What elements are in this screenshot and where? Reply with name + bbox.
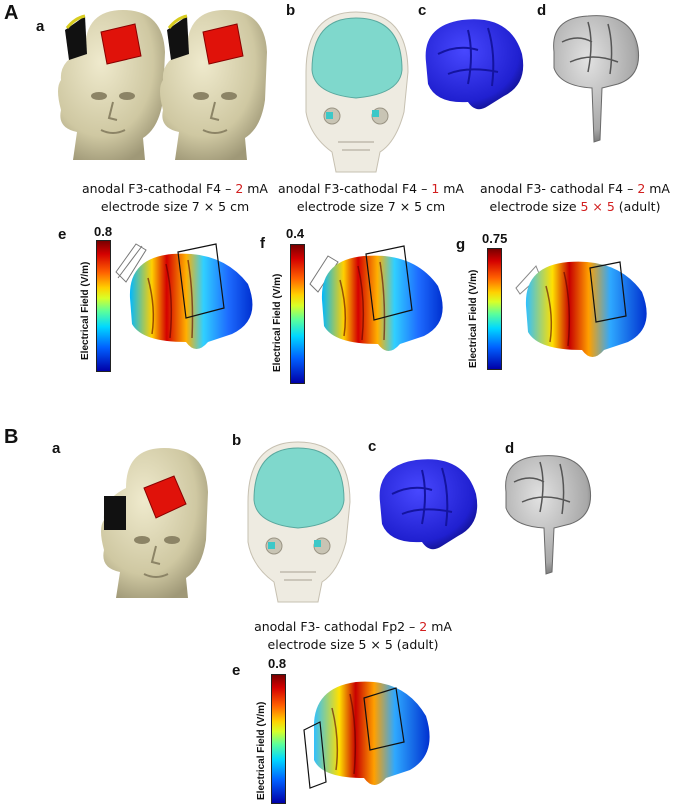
brain-model-image <box>425 19 524 110</box>
field-brain-b-e <box>303 681 430 789</box>
panel-b-b-label: b <box>232 432 242 449</box>
caption-a-e: anodal F3-cathodal F4 – 2 mA electrode s… <box>82 181 268 214</box>
panel-a-label: a <box>36 18 45 35</box>
panel-e-label: e <box>58 226 67 243</box>
caption-a-g: anodal F3- cathodal F4 – 2 mA electrode … <box>480 181 670 214</box>
head-model-right <box>160 10 267 160</box>
brain-model-image-b <box>379 459 478 550</box>
panel-c-label: c <box>418 2 427 19</box>
panel-b-d-label: d <box>505 440 515 457</box>
skull-model-image-b <box>247 441 351 603</box>
caption-b-e: anodal F3- cathodal Fp2 – 2 mA electrode… <box>254 619 452 652</box>
colorbar-max-b-e: 0.8 <box>268 656 287 671</box>
colorbar-g <box>487 248 502 370</box>
colorbar-label-g: Electrical Field (V/m) <box>468 269 479 368</box>
panel-b-label: b <box>286 2 296 19</box>
head-model-image-b <box>101 448 208 598</box>
field-brain-g <box>515 261 647 357</box>
field-brain-f <box>309 245 443 351</box>
colorbar-max-e: 0.8 <box>94 224 113 239</box>
colorbar-label-f: Electrical Field (V/m) <box>272 273 283 372</box>
colorbar-max-f: 0.4 <box>286 226 305 241</box>
colorbar-label-e: Electrical Field (V/m) <box>80 261 91 360</box>
head-model-left <box>58 10 165 160</box>
section-b-label: B <box>4 426 19 448</box>
panel-g-label: g <box>456 236 466 253</box>
colorbar-b-e <box>271 674 286 804</box>
field-brain-e <box>115 243 253 349</box>
caption-a-f: anodal F3-cathodal F4 – 1 mA electrode s… <box>278 181 464 214</box>
section-a-label: A <box>4 2 19 24</box>
panel-b-c-label: c <box>368 438 377 455</box>
panel-b-e-label: e <box>232 662 241 679</box>
panel-d-label: d <box>537 2 547 19</box>
gray-matter-model-image <box>553 15 640 143</box>
colorbar-label-b-e: Electrical Field (V/m) <box>256 701 267 800</box>
colorbar-e <box>96 240 111 372</box>
skull-model-image <box>305 11 409 173</box>
head-models-image <box>58 10 267 160</box>
panel-b-a-label: a <box>52 440 61 457</box>
colorbar-f <box>290 244 305 384</box>
colorbar-max-g: 0.75 <box>482 231 508 246</box>
panel-f-label: f <box>260 235 265 252</box>
gray-matter-model-image-b <box>505 455 592 575</box>
